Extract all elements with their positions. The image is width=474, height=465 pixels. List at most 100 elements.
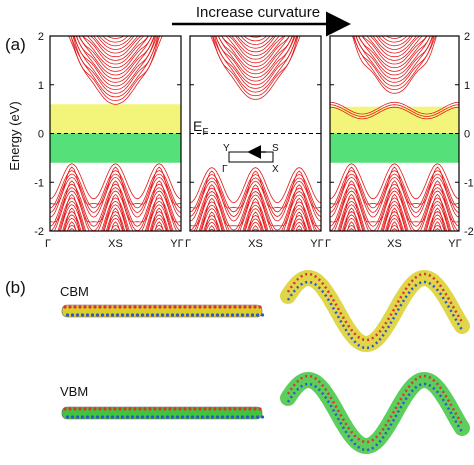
atom-dot — [120, 313, 125, 317]
valence-band — [343, 214, 446, 231]
atom-dot — [95, 313, 100, 317]
atom-dot — [233, 407, 237, 411]
atom-dot — [203, 407, 207, 411]
atom-dot — [100, 415, 105, 419]
atom-dot — [180, 415, 185, 419]
y-axis-label: Energy (eV) — [7, 101, 22, 170]
atom-dot — [125, 415, 130, 419]
conduction-band — [330, 104, 459, 117]
conduction-band — [86, 36, 145, 61]
conduction-band — [50, 0, 181, 28]
band-lines — [190, 36, 321, 231]
conduction-band — [358, 36, 431, 72]
atom-dot — [260, 415, 265, 419]
y-tick-label: -2 — [34, 226, 44, 238]
cbm-label: CBM — [60, 284, 89, 299]
conduction-band — [82, 36, 149, 69]
conduction-band — [76, 36, 155, 80]
atom-dot — [213, 407, 217, 411]
atom-dot — [73, 305, 77, 309]
atom-dot — [165, 313, 170, 317]
atom-dot — [170, 313, 175, 317]
x-tick-label: YΓ — [310, 238, 323, 250]
band-lines — [330, 0, 459, 231]
atom-dot — [240, 415, 245, 419]
valence-band — [333, 190, 456, 231]
atom-dot — [90, 313, 95, 317]
atom-dot — [220, 415, 225, 419]
atom-dot — [175, 313, 180, 317]
atom-dot — [103, 305, 107, 309]
conduction-band — [213, 36, 298, 89]
conduction-band — [50, 0, 181, 31]
atom-dot — [148, 305, 152, 309]
atom-dot — [198, 305, 202, 309]
conduction-band — [330, 0, 459, 35]
valence-band — [50, 183, 181, 227]
valence-band — [190, 173, 321, 213]
atom-dot — [125, 313, 130, 317]
valence-band — [67, 221, 164, 231]
valence-band — [330, 187, 459, 231]
atom-dot — [135, 313, 140, 317]
x-tick-label: YΓ — [448, 238, 461, 250]
conduction-band — [231, 36, 280, 56]
band-panel-flat: -2 -1 0 1 2 Γ XS YΓ — [34, 0, 183, 250]
atom-dot — [200, 313, 205, 317]
valence-band — [330, 183, 459, 227]
conduction-band — [357, 36, 431, 76]
valence-band — [339, 204, 450, 231]
atom-dot — [225, 415, 230, 419]
conduction-band — [221, 36, 290, 67]
atom-dot — [90, 415, 95, 419]
conduction-band — [372, 36, 418, 54]
atom-dot — [230, 313, 235, 317]
atom-dot — [180, 313, 185, 317]
atom-dot — [233, 305, 237, 309]
gap-highlight-1 — [330, 133, 459, 163]
conduction-band — [215, 36, 295, 82]
atom-dot — [173, 305, 177, 309]
valence-band — [330, 176, 459, 218]
atom-dot — [78, 305, 82, 309]
valence-band — [330, 173, 459, 214]
conduction-band — [352, 36, 437, 91]
atom-dot — [235, 415, 240, 419]
atom-dot — [178, 407, 182, 411]
conduction-band — [106, 36, 125, 39]
conduction-band — [98, 36, 133, 47]
valence-band — [59, 193, 172, 231]
atom-dot — [123, 305, 127, 309]
atom-dot — [143, 305, 147, 309]
atom-dot — [195, 313, 200, 317]
atom-dot — [238, 407, 242, 411]
conduction-band — [93, 36, 139, 54]
atom-dot — [230, 415, 235, 419]
conduction-band — [72, 36, 158, 91]
valence-band — [58, 200, 173, 231]
conduction-band — [243, 36, 268, 42]
valence-band — [346, 224, 443, 231]
atom-dot — [83, 305, 87, 309]
conduction-band — [353, 36, 435, 87]
atom-dot — [185, 313, 190, 317]
conduction-band — [352, 36, 437, 94]
atom-dot — [210, 415, 215, 419]
atom-dot — [223, 305, 227, 309]
valence-band — [201, 208, 310, 231]
conduction-band — [217, 36, 294, 78]
conduction-band — [90, 36, 142, 58]
atom-dot — [208, 407, 212, 411]
atom-dot — [158, 305, 162, 309]
atom-dot — [225, 313, 230, 317]
atom-dot — [200, 415, 205, 419]
atom-dot — [68, 407, 72, 411]
atom-dot — [148, 407, 152, 411]
atom-dot — [243, 305, 247, 309]
atom-dot — [113, 407, 117, 411]
atom-dot — [250, 415, 255, 419]
conduction-band — [234, 36, 277, 53]
atom-dot — [63, 305, 67, 309]
atom-dot — [253, 407, 257, 411]
valence-band — [62, 211, 169, 231]
